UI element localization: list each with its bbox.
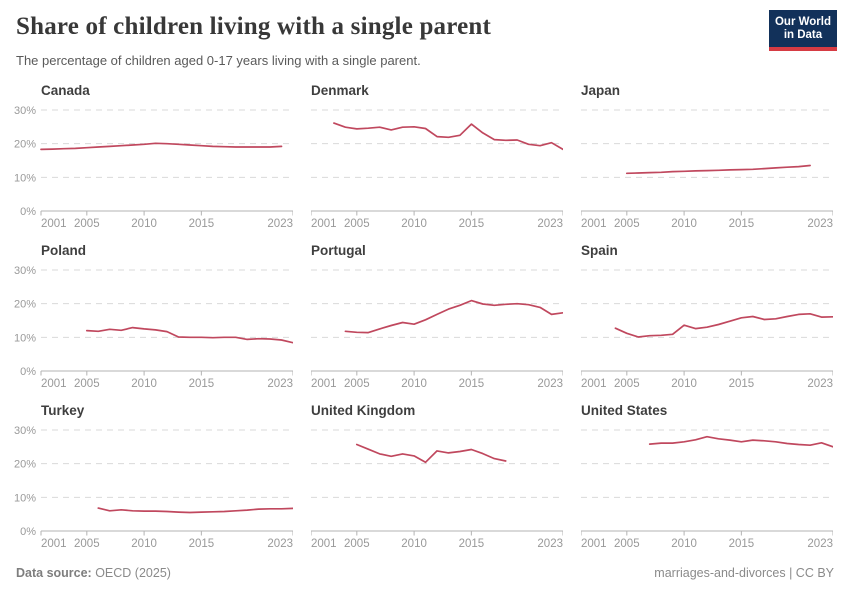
svg-text:2023: 2023: [267, 538, 293, 550]
svg-text:2015: 2015: [729, 378, 755, 390]
svg-text:2023: 2023: [537, 218, 563, 230]
svg-text:2015: 2015: [729, 538, 755, 550]
panel-title-portugal: Portugal: [311, 243, 366, 258]
panel-title-japan: Japan: [581, 83, 621, 98]
license-note: marriages-and-divorces | CC BY: [654, 566, 834, 580]
panel-title-spain: Spain: [581, 243, 618, 258]
panel-title-canada: Canada: [41, 83, 90, 98]
svg-text:2001: 2001: [41, 538, 67, 550]
svg-text:2010: 2010: [401, 378, 427, 390]
svg-text:2023: 2023: [807, 378, 833, 390]
svg-text:30%: 30%: [14, 105, 36, 117]
panel-title-united-kingdom: United Kingdom: [311, 403, 416, 418]
panel-title-turkey: Turkey: [41, 403, 85, 418]
svg-text:2010: 2010: [671, 218, 697, 230]
svg-text:2010: 2010: [401, 218, 427, 230]
line-chart-turkey: 0% 10% 20% 30% 2001 2005 2010 2015 2023: [11, 422, 294, 559]
svg-text:10%: 10%: [14, 332, 36, 344]
svg-text:2015: 2015: [189, 218, 215, 230]
line-chart-japan: 2001 2005 2010 2015 2023: [580, 102, 834, 239]
svg-text:2001: 2001: [311, 218, 337, 230]
line-chart-canada: 0% 10% 20% 30% 2001 2005 2010 2015 2023: [11, 102, 294, 239]
svg-text:2005: 2005: [614, 378, 640, 390]
svg-text:2005: 2005: [74, 378, 100, 390]
page-title: Share of children living with a single p…: [16, 13, 492, 40]
svg-text:2001: 2001: [581, 538, 607, 550]
svg-text:2005: 2005: [74, 538, 100, 550]
svg-text:2015: 2015: [459, 218, 485, 230]
svg-text:2001: 2001: [41, 218, 67, 230]
line-chart-united-kingdom: 2001 2005 2010 2015 2023: [310, 422, 564, 559]
svg-text:2010: 2010: [671, 538, 697, 550]
svg-text:2023: 2023: [807, 218, 833, 230]
data-source-label: Data source:: [16, 566, 92, 580]
svg-text:2001: 2001: [581, 218, 607, 230]
svg-text:2005: 2005: [344, 218, 370, 230]
svg-text:20%: 20%: [14, 139, 36, 151]
line-chart-spain: 2001 2005 2010 2015 2023: [580, 262, 834, 399]
chart-footer: Data source: OECD (2025) marriages-and-d…: [16, 566, 834, 580]
svg-text:2023: 2023: [537, 378, 563, 390]
owid-logo: Our World in Data: [768, 10, 837, 51]
svg-text:2005: 2005: [344, 538, 370, 550]
svg-text:2023: 2023: [537, 538, 563, 550]
owid-logo-line2: in Data: [783, 29, 823, 41]
svg-text:2010: 2010: [131, 378, 157, 390]
page-subtitle: The percentage of children aged 0-17 yea…: [16, 53, 421, 68]
panel-title-denmark: Denmark: [311, 83, 369, 98]
svg-text:30%: 30%: [14, 265, 36, 277]
svg-text:2015: 2015: [729, 218, 755, 230]
svg-text:2010: 2010: [131, 218, 157, 230]
svg-text:2010: 2010: [671, 378, 697, 390]
svg-text:2015: 2015: [459, 378, 485, 390]
svg-text:2015: 2015: [459, 538, 485, 550]
svg-text:0%: 0%: [20, 206, 36, 218]
svg-text:2001: 2001: [311, 378, 337, 390]
svg-text:2023: 2023: [807, 538, 833, 550]
svg-text:2001: 2001: [311, 538, 337, 550]
svg-text:2010: 2010: [131, 538, 157, 550]
line-chart-poland: 0% 10% 20% 30% 2001 2005 2010 2015 2023: [11, 262, 294, 399]
svg-text:2005: 2005: [74, 218, 100, 230]
data-source-value: OECD (2025): [91, 566, 171, 580]
line-chart-portugal: 2001 2005 2010 2015 2023: [310, 262, 564, 399]
svg-text:10%: 10%: [14, 492, 36, 504]
line-chart-denmark: 2001 2005 2010 2015 2023: [310, 102, 564, 239]
svg-text:2023: 2023: [267, 378, 293, 390]
panel-title-united-states: United States: [581, 403, 668, 418]
svg-text:20%: 20%: [14, 459, 36, 471]
svg-text:2001: 2001: [581, 378, 607, 390]
owid-logo-line1: Our World: [774, 16, 831, 28]
svg-text:30%: 30%: [14, 425, 36, 437]
svg-text:2005: 2005: [614, 538, 640, 550]
line-chart-united-states: 2001 2005 2010 2015 2023: [580, 422, 834, 559]
svg-text:0%: 0%: [20, 366, 36, 378]
data-source-note: Data source: OECD (2025): [16, 566, 171, 580]
svg-text:10%: 10%: [14, 172, 36, 184]
svg-text:0%: 0%: [20, 526, 36, 538]
svg-text:20%: 20%: [14, 299, 36, 311]
svg-text:2001: 2001: [41, 378, 67, 390]
svg-text:2015: 2015: [189, 538, 215, 550]
svg-text:2005: 2005: [614, 218, 640, 230]
svg-text:2023: 2023: [267, 218, 293, 230]
panel-title-poland: Poland: [41, 243, 87, 258]
svg-text:2010: 2010: [401, 538, 427, 550]
svg-text:2005: 2005: [344, 378, 370, 390]
svg-text:2015: 2015: [189, 378, 215, 390]
